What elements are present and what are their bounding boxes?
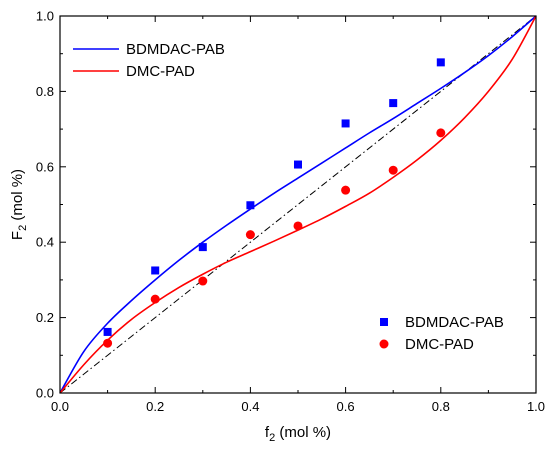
data-point-dmc-pad xyxy=(388,165,398,175)
data-point-bdmdac-pab xyxy=(294,160,302,169)
data-point-dmc-pad xyxy=(103,338,113,348)
x-tick-label: 0.0 xyxy=(51,399,69,414)
data-point-bdmdac-pab xyxy=(389,99,398,108)
legend-point-label: BDMDAC-PAB xyxy=(405,314,504,331)
legend-fit-lines: BDMDAC-PAB DMC-PAD xyxy=(73,41,225,80)
x-tick-label: 1.0 xyxy=(527,399,545,414)
axis-ticks-layer: 0.0 0.2 0.4 0.6 0.8 1.0 0.0 0.2 0.4 0.6 0.8 1.0 xyxy=(36,9,545,415)
data-point-dmc-pad xyxy=(436,128,446,138)
x-tick-label: 0.8 xyxy=(432,399,450,414)
y-tick-label: 0.4 xyxy=(36,235,54,250)
legend-point-label: DMC-PAD xyxy=(405,336,474,353)
data-point-dmc-pad xyxy=(341,185,351,195)
y-axis-title-unit: (mol %) xyxy=(9,169,26,225)
y-axis-title-subscript: 2 xyxy=(17,225,29,231)
data-point-bdmdac-pab xyxy=(246,201,255,210)
legend-line-label: DMC-PAD xyxy=(126,63,195,80)
x-tick-label: 0.2 xyxy=(146,399,164,414)
fit-curve-bdmdac-pab xyxy=(59,15,537,394)
legend-point-swatch xyxy=(379,339,389,349)
data-point-dmc-pad xyxy=(198,276,208,286)
y-axis-title: F2 (mol %) xyxy=(9,169,29,240)
x-axis-title-subscript: 2 xyxy=(269,432,275,444)
legend-point-swatch xyxy=(380,318,388,326)
x-axis-title-unit: (mol %) xyxy=(275,424,331,441)
y-tick-label: 0.2 xyxy=(36,310,54,325)
data-point-bdmdac-pab xyxy=(436,58,445,67)
data-point-bdmdac-pab xyxy=(341,119,350,128)
data-point-dmc-pad xyxy=(293,221,303,231)
x-axis-title: f2 (mol %) xyxy=(265,424,331,444)
y-axis-title-main: F xyxy=(9,231,26,240)
legend-data-points: BDMDAC-PAB DMC-PAD xyxy=(379,314,504,353)
y-tick-label: 0.8 xyxy=(36,84,54,99)
data-point-bdmdac-pab xyxy=(151,266,160,275)
data-point-bdmdac-pab xyxy=(103,327,112,336)
x-axis-title-main: f xyxy=(265,424,270,441)
legend-line-label: BDMDAC-PAB xyxy=(126,41,225,58)
y-tick-label: 0.6 xyxy=(36,159,54,174)
x-tick-label: 0.6 xyxy=(337,399,355,414)
data-point-bdmdac-pab xyxy=(198,243,207,252)
data-point-dmc-pad xyxy=(245,230,255,240)
x-tick-label: 0.4 xyxy=(241,399,259,414)
y-tick-label: 1.0 xyxy=(36,9,54,24)
data-points-layer xyxy=(103,58,446,348)
y-tick-label: 0.0 xyxy=(36,386,54,401)
data-point-dmc-pad xyxy=(150,294,160,304)
